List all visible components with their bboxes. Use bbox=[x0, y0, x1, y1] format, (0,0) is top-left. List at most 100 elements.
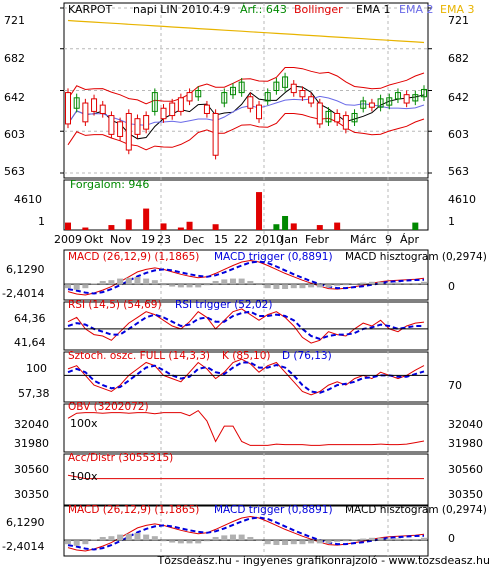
candle-body bbox=[177, 97, 184, 112]
candle-body bbox=[264, 92, 271, 102]
candle-body bbox=[377, 98, 384, 108]
macd-histogram-bar bbox=[143, 278, 150, 285]
panel-frame-stoch bbox=[63, 351, 429, 403]
volume-bar bbox=[143, 208, 150, 230]
ad-tick: 30560 bbox=[14, 463, 49, 476]
candle-body bbox=[117, 121, 124, 137]
macd2-histogram-bar bbox=[299, 540, 306, 545]
stoch-d-line bbox=[67, 361, 425, 394]
candle-body bbox=[134, 118, 141, 135]
volume-bar bbox=[212, 224, 219, 230]
macd-histogram-bar bbox=[151, 280, 158, 285]
candle-body bbox=[195, 90, 202, 98]
macd-histogram-bar bbox=[65, 284, 71, 289]
macd-label: MACD (26,12,9) (1,1865) bbox=[68, 251, 199, 263]
volume-bar bbox=[160, 223, 167, 230]
macd-histogram-bar bbox=[421, 281, 427, 285]
volume-bar bbox=[125, 219, 132, 230]
candle-body bbox=[221, 92, 228, 104]
candle-body bbox=[342, 115, 349, 130]
price-tick-left: 642 bbox=[4, 91, 25, 104]
ad-label: Acc/Distr (3055315) bbox=[68, 452, 173, 464]
stoch-tick: 100 bbox=[26, 362, 47, 375]
stoch-label: Sztoch. oszc. FULL (14,3,3) bbox=[68, 350, 210, 362]
macd-histogram-bar bbox=[108, 280, 115, 285]
volume-bar bbox=[290, 223, 297, 230]
ad-tick-right: 30560 bbox=[448, 463, 483, 476]
price-tick-left: 603 bbox=[4, 128, 25, 141]
date-tick-label: 19 bbox=[141, 233, 155, 246]
macd2-histogram-bar bbox=[91, 539, 98, 541]
ad-mult: 100x bbox=[70, 470, 98, 483]
panel-frame-macd2 bbox=[63, 505, 429, 557]
macd-histogram-bar bbox=[125, 277, 132, 285]
macd-histogram-bar bbox=[82, 284, 89, 289]
candle-body bbox=[186, 92, 193, 102]
macd2-histogram-bar bbox=[256, 540, 263, 541]
volume-tick-left: 4610 bbox=[14, 193, 42, 206]
macd-tick: -2,4014 bbox=[2, 287, 44, 300]
panel-frame-ad bbox=[63, 453, 429, 506]
price-tick-right: 642 bbox=[448, 91, 469, 104]
candle-body bbox=[160, 107, 167, 120]
volume-bar bbox=[108, 225, 115, 230]
macd-histogram-bar bbox=[351, 283, 358, 285]
macd-histogram-bar bbox=[377, 281, 384, 285]
stoch-k-line bbox=[67, 358, 425, 396]
macd2-histogram-bar bbox=[308, 540, 315, 544]
macd-histogram-bar bbox=[290, 284, 297, 289]
panel-frame-obv bbox=[63, 403, 429, 453]
obv-label: OBV (3202072) bbox=[68, 401, 149, 413]
stoch-tick: 57,38 bbox=[18, 387, 50, 400]
candle-body bbox=[394, 92, 401, 100]
macd2-histogram-bar bbox=[134, 532, 141, 541]
candle-body bbox=[125, 112, 132, 151]
stoch-d-label: D (76,13) bbox=[282, 350, 332, 362]
macd2-histogram-bar bbox=[186, 540, 193, 544]
volume-tick-right: 4610 bbox=[448, 193, 476, 206]
date-tick-label: 23 bbox=[157, 233, 171, 246]
macd-histogram-bar bbox=[203, 284, 210, 286]
panel-frame-vol bbox=[63, 179, 429, 231]
candle-body bbox=[368, 102, 375, 108]
obv-tick-right: 31980 bbox=[448, 437, 483, 450]
macd-histogram-bar bbox=[238, 278, 245, 285]
candle-body bbox=[325, 110, 332, 123]
candle-body bbox=[334, 112, 341, 123]
candle-body bbox=[229, 86, 236, 96]
macd2-histogram-bar bbox=[325, 540, 332, 544]
candle-body bbox=[247, 96, 254, 109]
macd2-histogram-bar bbox=[403, 538, 410, 541]
macd2-line bbox=[67, 515, 425, 552]
date-tick-label: Okt bbox=[84, 233, 104, 246]
macd2-histogram-bar bbox=[421, 537, 427, 541]
obv-tick-right: 32040 bbox=[448, 418, 483, 431]
date-tick-label: Jan bbox=[280, 233, 298, 246]
macd2-histogram-bar bbox=[221, 535, 228, 541]
price-tick-right: 721 bbox=[448, 14, 469, 27]
bollinger-legend: Bollinger bbox=[294, 3, 343, 16]
panel-frame-rsi bbox=[63, 301, 429, 351]
candle-body bbox=[108, 115, 115, 135]
macd-histogram-bar bbox=[169, 284, 176, 287]
footer[interactable]: Tőzsdeász.hu - ingyenes grafikonrajzoló … bbox=[157, 554, 491, 567]
macd2-tick: 6,1290 bbox=[6, 516, 45, 529]
macd-histogram-bar bbox=[360, 282, 367, 285]
volume-bar bbox=[282, 215, 289, 230]
macd2-histogram-bar bbox=[368, 537, 375, 541]
macd-histogram-bar bbox=[212, 280, 219, 285]
ad-line bbox=[67, 474, 424, 480]
price-tick-right: 603 bbox=[448, 128, 469, 141]
macd-histogram-bar bbox=[368, 281, 375, 285]
candle-body bbox=[143, 115, 150, 130]
macd2-hist-label: MACD hisztogram (0,2974) bbox=[345, 504, 487, 516]
volume-label: Forgalom: 946 bbox=[70, 178, 149, 191]
bollinger-upper bbox=[67, 67, 425, 105]
ema3-legend: EMA 3 bbox=[440, 3, 474, 16]
macd-histogram-bar bbox=[117, 278, 124, 285]
volume-bar bbox=[412, 222, 419, 230]
date-tick-label: 22 bbox=[234, 233, 248, 246]
volume-bar bbox=[256, 192, 263, 230]
candle-body bbox=[203, 104, 210, 114]
